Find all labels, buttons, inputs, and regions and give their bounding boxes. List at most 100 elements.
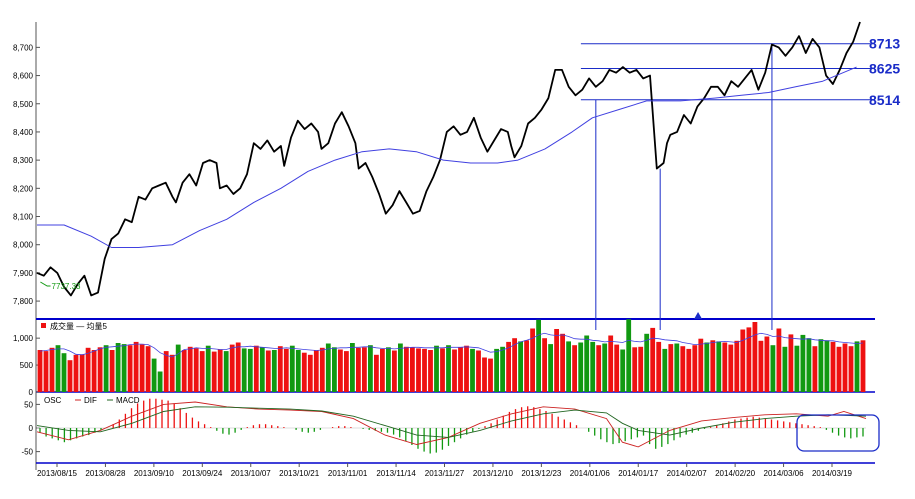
volume-bar [247, 348, 253, 392]
x-tick-label: 2013/12/10 [473, 469, 514, 478]
volume-bar [854, 341, 860, 392]
volume-bar [187, 346, 193, 392]
price-gridlines [36, 46, 40, 302]
volume-bar [836, 346, 842, 392]
macd-y-tick-label: 50 [24, 400, 33, 409]
volume-bar [578, 342, 584, 392]
price-y-tick-label: 8,300 [13, 156, 34, 165]
volume-bar [548, 344, 553, 392]
volume-bar [476, 350, 481, 392]
volume-bar [37, 350, 43, 392]
volume-bar [344, 351, 349, 392]
volume-bar [716, 341, 722, 392]
x-tick-label: 2013/09/10 [134, 469, 175, 478]
volume-bar [217, 349, 223, 392]
volume-bar [91, 350, 97, 392]
volume-bar [139, 344, 145, 392]
volume-bar [770, 345, 776, 392]
volume-bar [338, 349, 343, 392]
volume-bar [740, 329, 746, 392]
macd-line [36, 406, 867, 438]
volume-bar [656, 341, 662, 392]
volume-bar [734, 340, 740, 392]
volume-bar [332, 347, 337, 392]
macd-legend-macd: MACD [116, 396, 140, 405]
marker-triangle [694, 312, 703, 319]
volume-bar [241, 348, 247, 392]
volume-bar [728, 344, 734, 392]
volume-bar [325, 343, 331, 392]
volume-bar [428, 350, 433, 392]
volume-bar [824, 340, 830, 392]
price-line [36, 21, 861, 297]
volume-bar [205, 345, 211, 392]
volume-bar [536, 319, 541, 392]
volume-bar [482, 357, 487, 392]
volume-bar [97, 347, 103, 392]
x-tick-label: 2013/10/21 [279, 469, 320, 478]
volume-bar [223, 351, 229, 392]
volume-bar [103, 345, 109, 392]
x-tick-label: 2014/01/06 [570, 469, 611, 478]
x-tick-label: 2013/08/28 [85, 469, 126, 478]
volume-average-line [39, 332, 864, 358]
price-series [36, 21, 861, 297]
volume-bars [37, 319, 866, 392]
volume-bar [169, 354, 175, 392]
macd-y-tick-label: -50 [21, 448, 33, 457]
volume-bar [830, 341, 836, 392]
volume-bar [488, 358, 493, 392]
volume-bar [121, 344, 127, 392]
price-y-tick-label: 8,500 [13, 100, 34, 109]
volume-bar [800, 334, 806, 392]
volume-bar [818, 339, 824, 392]
macd-y-tick-label: 0 [29, 424, 34, 433]
volume-bar [115, 343, 121, 392]
volume-bar [458, 347, 463, 392]
volume-bar [386, 347, 391, 392]
volume-bar [584, 335, 590, 392]
volume-bar [289, 345, 295, 392]
volume-bar [626, 319, 632, 392]
volume-bar [452, 349, 457, 392]
volume-bar [746, 327, 752, 392]
volume-bar [782, 346, 788, 392]
volume-bar [43, 351, 49, 392]
volume-bar [860, 340, 866, 392]
volume-bar [794, 345, 800, 392]
x-tick-label: 2014/03/19 [812, 469, 853, 478]
volume-bar [265, 350, 271, 392]
x-tick-label: 2014/03/06 [764, 469, 805, 478]
macd-y-tick-labels: 50 0 -50 [21, 400, 866, 457]
price-y-tick-label: 8,100 [13, 213, 34, 222]
volume-bar [710, 340, 716, 392]
volume-bar [211, 351, 217, 392]
volume-bar [446, 345, 451, 392]
volume-y-tick-label: 1,000 [13, 334, 34, 343]
volume-bar [806, 338, 812, 392]
volume-bar [812, 346, 818, 392]
volume-y-tick-label: 500 [20, 361, 34, 370]
volume-bar [398, 343, 403, 392]
volume-bar [410, 347, 415, 392]
volume-bar [620, 349, 626, 392]
volume-bar [704, 342, 710, 392]
low-value-label: 7737.33 [52, 282, 81, 291]
volume-bar [764, 336, 770, 392]
volume-bar [350, 343, 355, 392]
volume-bar [698, 338, 704, 392]
price-level-label: 8713 [869, 36, 900, 52]
price-level-label: 8625 [869, 61, 900, 77]
volume-bar [374, 354, 379, 392]
volume-bar [73, 354, 79, 392]
price-y-tick-labels: 7,800 7,900 8,000 8,100 8,200 8,300 8,400 8,500… [13, 43, 34, 306]
volume-bar [109, 350, 115, 392]
volume-legend-text: 成交量 — 均量5 [50, 321, 107, 331]
volume-bar [464, 345, 469, 392]
volume-bar [404, 346, 409, 392]
macd-osc-bars [39, 398, 864, 454]
volume-bar [530, 328, 535, 392]
volume-bar [614, 344, 620, 392]
volume-bar [229, 344, 235, 392]
